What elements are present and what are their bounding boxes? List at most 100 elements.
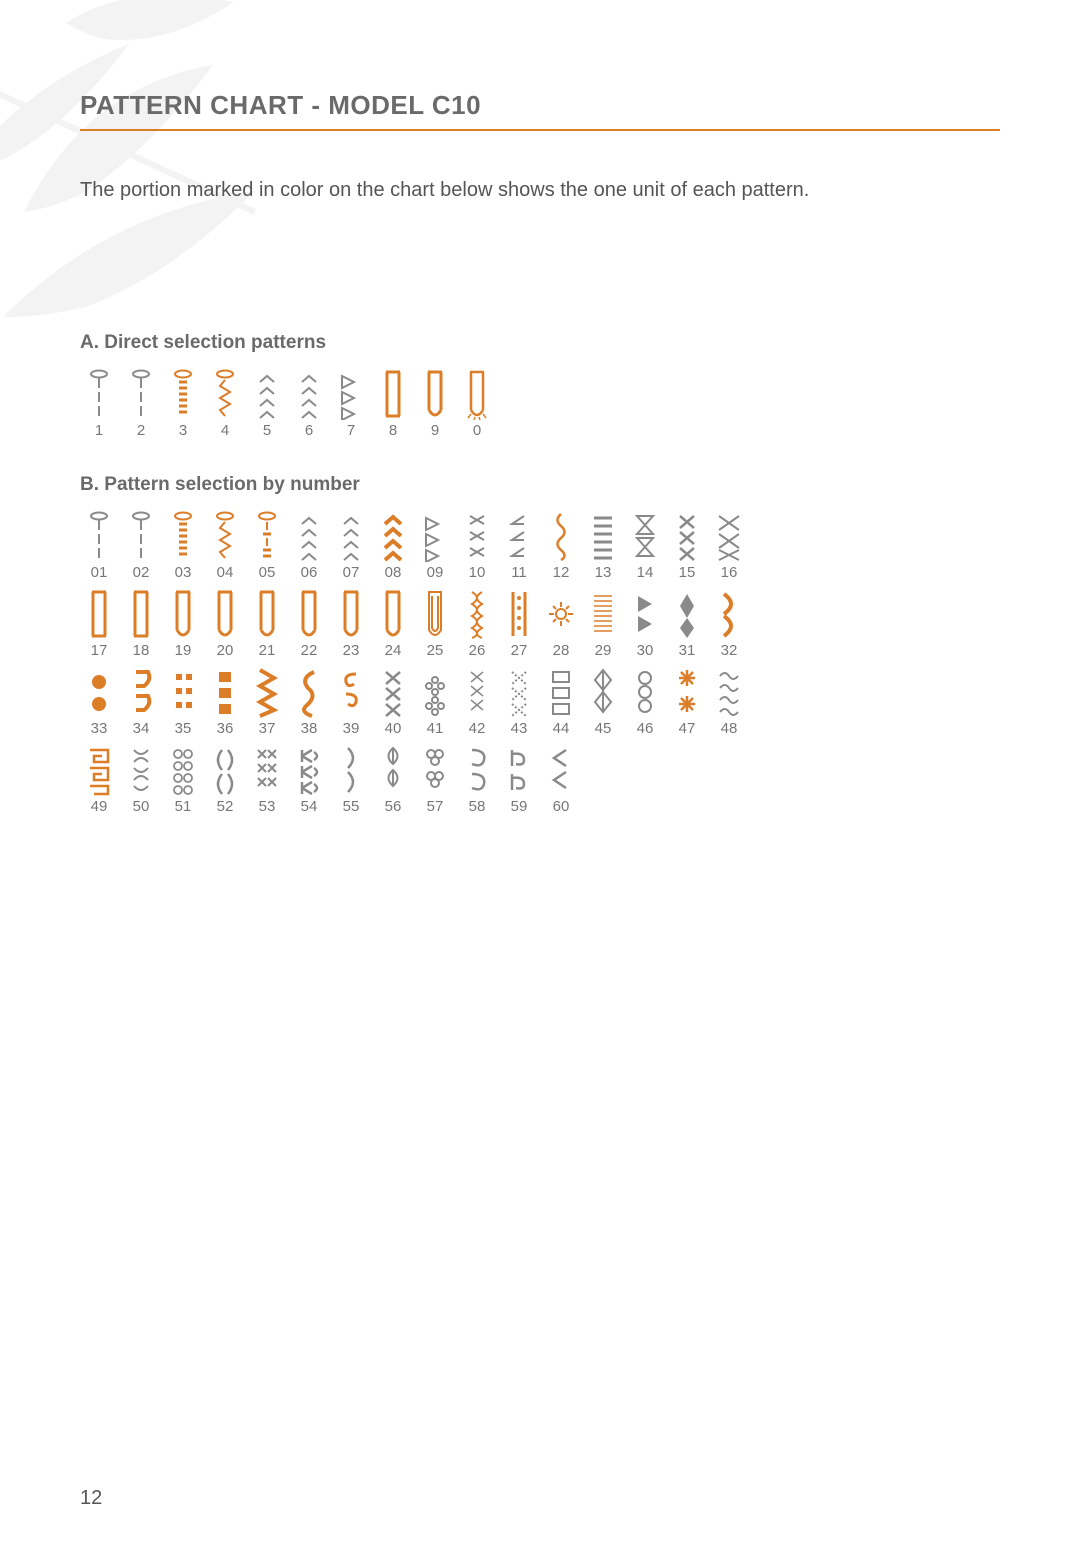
pattern-cell: 16	[710, 510, 748, 582]
pattern-number: 6	[305, 422, 313, 440]
pattern-cell: 44	[542, 666, 580, 738]
pattern-number: 47	[679, 720, 696, 738]
stitch-icon	[336, 744, 366, 796]
stitch-icon	[210, 588, 240, 640]
pattern-number: 48	[721, 720, 738, 738]
pattern-cell: 01	[80, 510, 118, 582]
pattern-number: 06	[301, 564, 318, 582]
stitch-icon	[420, 666, 450, 718]
stitch-icon	[462, 588, 492, 640]
pattern-cell: 46	[626, 666, 664, 738]
stitch-icon	[378, 588, 408, 640]
page-number: 12	[80, 1487, 102, 1510]
pattern-cell: 42	[458, 666, 496, 738]
stitch-icon	[378, 666, 408, 718]
pattern-cell: 6	[290, 368, 328, 440]
pattern-cell: 60	[542, 744, 580, 816]
pattern-cell: 53	[248, 744, 286, 816]
pattern-cell: 1	[80, 368, 118, 440]
pattern-number: 46	[637, 720, 654, 738]
pattern-number: 21	[259, 642, 276, 660]
pattern-cell: 43	[500, 666, 538, 738]
pattern-number: 33	[91, 720, 108, 738]
stitch-icon	[294, 368, 324, 420]
pattern-number: 14	[637, 564, 654, 582]
stitch-icon	[84, 744, 114, 796]
pattern-cell: 34	[122, 666, 160, 738]
pattern-cell: 20	[206, 588, 244, 660]
pattern-cell: 25	[416, 588, 454, 660]
pattern-cell: 17	[80, 588, 118, 660]
pattern-number: 13	[595, 564, 612, 582]
pattern-cell: 02	[122, 510, 160, 582]
stitch-icon	[336, 510, 366, 562]
stitch-icon	[210, 368, 240, 420]
pattern-number: 29	[595, 642, 612, 660]
pattern-number: 44	[553, 720, 570, 738]
pattern-number: 34	[133, 720, 150, 738]
pattern-cell: 22	[290, 588, 328, 660]
pattern-number: 53	[259, 798, 276, 816]
stitch-icon	[210, 510, 240, 562]
stitch-icon	[294, 744, 324, 796]
pattern-number: 43	[511, 720, 528, 738]
pattern-number: 56	[385, 798, 402, 816]
stitch-icon	[294, 510, 324, 562]
stitch-icon	[504, 744, 534, 796]
pattern-cell: 49	[80, 744, 118, 816]
pattern-cell: 56	[374, 744, 412, 816]
pattern-number: 01	[91, 564, 108, 582]
pattern-number: 59	[511, 798, 528, 816]
pattern-number: 20	[217, 642, 234, 660]
stitch-icon	[546, 744, 576, 796]
stitch-icon	[378, 744, 408, 796]
pattern-cell: 30	[626, 588, 664, 660]
pattern-cell: 39	[332, 666, 370, 738]
stitch-icon	[168, 666, 198, 718]
stitch-icon	[210, 666, 240, 718]
pattern-number: 38	[301, 720, 318, 738]
pattern-number: 07	[343, 564, 360, 582]
pattern-cell: 9	[416, 368, 454, 440]
stitch-icon	[378, 510, 408, 562]
pattern-number: 55	[343, 798, 360, 816]
pattern-number: 16	[721, 564, 738, 582]
stitch-icon	[84, 588, 114, 640]
pattern-number: 04	[217, 564, 234, 582]
pattern-number: 11	[511, 564, 527, 582]
pattern-number: 32	[721, 642, 738, 660]
pattern-cell: 48	[710, 666, 748, 738]
pattern-cell: 18	[122, 588, 160, 660]
pattern-number: 18	[133, 642, 150, 660]
stitch-icon	[546, 588, 576, 640]
pattern-number: 51	[175, 798, 192, 816]
stitch-icon	[210, 744, 240, 796]
pattern-number: 45	[595, 720, 612, 738]
pattern-cell: 54	[290, 744, 328, 816]
pattern-cell: 24	[374, 588, 412, 660]
pattern-number: 9	[431, 422, 439, 440]
stitch-icon	[420, 744, 450, 796]
pattern-cell: 31	[668, 588, 706, 660]
stitch-icon	[672, 666, 702, 718]
pattern-cell: 50	[122, 744, 160, 816]
pattern-number: 03	[175, 564, 192, 582]
stitch-icon	[168, 744, 198, 796]
stitch-icon	[294, 666, 324, 718]
stitch-icon	[252, 510, 282, 562]
pattern-number: 7	[347, 422, 355, 440]
pattern-cell: 52	[206, 744, 244, 816]
stitch-icon	[420, 510, 450, 562]
stitch-icon	[252, 666, 282, 718]
pattern-cell: 45	[584, 666, 622, 738]
pattern-cell: 41	[416, 666, 454, 738]
stitch-icon	[504, 666, 534, 718]
pattern-number: 09	[427, 564, 444, 582]
stitch-icon	[462, 510, 492, 562]
pattern-number: 50	[133, 798, 150, 816]
stitch-icon	[168, 588, 198, 640]
pattern-cell: 2	[122, 368, 160, 440]
stitch-icon	[546, 510, 576, 562]
page-title: PATTERN CHART - MODEL C10	[80, 90, 1000, 131]
stitch-icon	[714, 510, 744, 562]
